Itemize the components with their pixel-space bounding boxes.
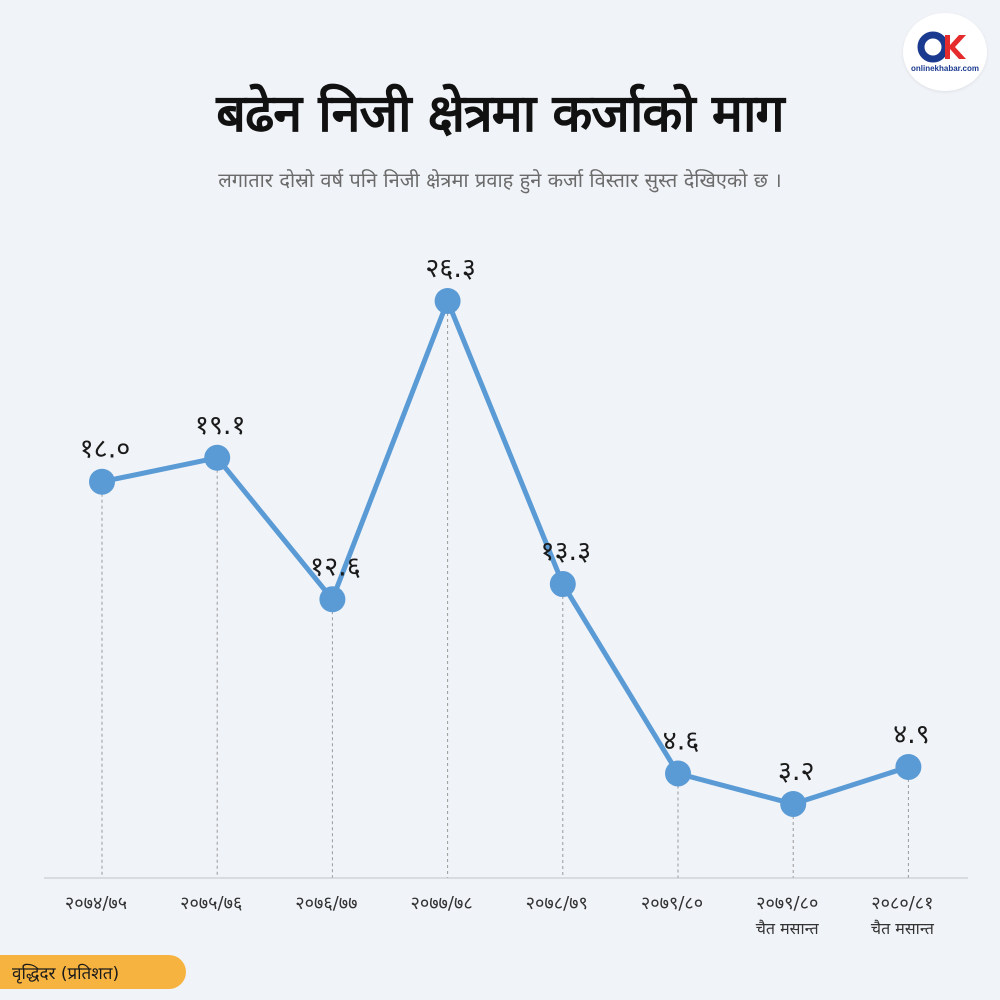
data-point: [549, 571, 576, 598]
page-title: बढेन निजी क्षेत्रमा कर्जाको माग: [216, 84, 784, 144]
x-tick-label: २०७६/७७: [295, 893, 357, 914]
data-point: [89, 468, 115, 495]
x-tick-label: २०७५/७६: [180, 893, 242, 914]
data-label: २६.३: [425, 253, 476, 284]
data-label: १३.३: [540, 536, 591, 567]
data-label: १२.६: [310, 551, 361, 582]
unit-legend-label: वृद्धिदर (प्रतिशत): [12, 963, 120, 984]
x-tick-label: २०७४/७५: [65, 893, 127, 914]
data-point: [434, 288, 461, 314]
data-point: [665, 760, 691, 787]
logo-text: onlinekhabar.com: [911, 64, 979, 73]
data-label: ४.६: [663, 725, 700, 756]
data-label: ४.९: [893, 719, 930, 750]
data-point: [204, 444, 231, 471]
page-subtitle: लगातार दोस्रो वर्ष पनि निजी क्षेत्रमा प्…: [218, 168, 782, 192]
x-tick-label: २०७९/८०: [756, 893, 818, 914]
x-tick-label: २०७७/७८: [410, 893, 472, 914]
onlinekhabar-logo: onlinekhabar.com: [903, 13, 987, 91]
x-tick-sublabel: चैत मसान्त: [871, 919, 935, 938]
data-point: [895, 753, 922, 780]
unit-legend-tab: वृद्धिदर (प्रतिशत): [0, 955, 186, 989]
data-label: १९.१: [195, 410, 246, 441]
data-label: ३.२: [778, 756, 815, 787]
data-point: [780, 790, 807, 817]
series-line: [99, 298, 911, 807]
data-point: [319, 586, 346, 613]
x-tick-label: २०७८/७९: [526, 893, 588, 914]
x-tick-label: २०८०/८१: [871, 893, 933, 914]
x-tick-label: २०७९/८०: [641, 893, 703, 914]
data-label: १८.०: [80, 434, 131, 465]
x-tick-sublabel: चैत मसान्त: [756, 919, 820, 938]
